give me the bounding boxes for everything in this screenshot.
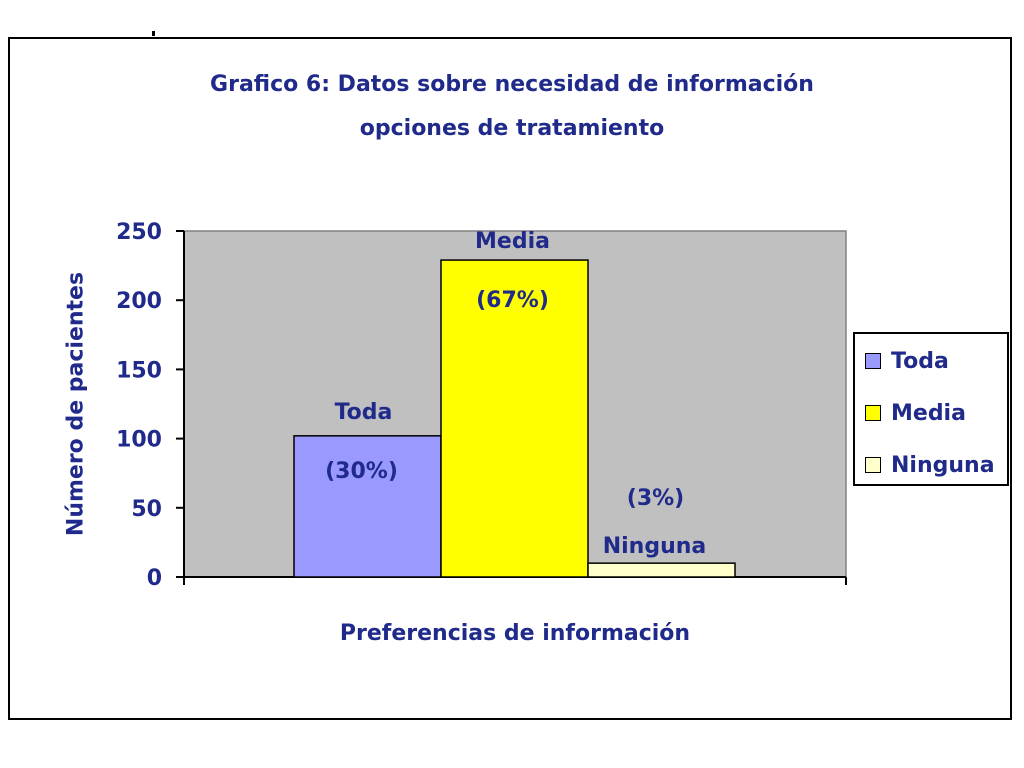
legend-item-ninguna: Ninguna xyxy=(865,452,995,478)
bar-toda xyxy=(293,435,442,578)
legend: Toda Media Ninguna xyxy=(853,332,1009,486)
bar-ninguna xyxy=(587,562,736,578)
y-tick-label: 0 xyxy=(147,566,162,591)
y-tick-label: 100 xyxy=(116,428,162,453)
data-label-ninguna-pct: (3%) xyxy=(627,486,684,511)
chart-title-line-2: opciones de tratamiento xyxy=(359,116,665,141)
y-tick-label: 250 xyxy=(116,220,162,245)
legend-swatch-toda xyxy=(865,353,881,369)
legend-swatch-ninguna xyxy=(865,457,881,473)
legend-item-media: Media xyxy=(865,400,966,426)
legend-label-media: Media xyxy=(891,400,966,426)
legend-swatch-media xyxy=(865,405,881,421)
data-label-toda: Toda xyxy=(335,400,393,425)
data-label-media-pct: (67%) xyxy=(476,288,549,313)
legend-item-toda: Toda xyxy=(865,348,949,374)
stray-mark xyxy=(152,31,155,36)
bar-media xyxy=(440,259,589,578)
y-tick-label: 200 xyxy=(116,289,162,314)
x-axis-label: Preferencias de información xyxy=(339,621,691,646)
legend-label-toda: Toda xyxy=(891,348,949,374)
chart-title-line-1: Grafico 6: Datos sobre necesidad de info… xyxy=(210,72,814,97)
data-label-media: Media xyxy=(475,229,550,254)
y-tick-label: 50 xyxy=(131,497,162,522)
data-label-ninguna: Ninguna xyxy=(603,534,707,559)
y-tick-label: 150 xyxy=(116,358,162,383)
legend-label-ninguna: Ninguna xyxy=(891,452,995,478)
data-label-toda-pct: (30%) xyxy=(325,459,398,484)
